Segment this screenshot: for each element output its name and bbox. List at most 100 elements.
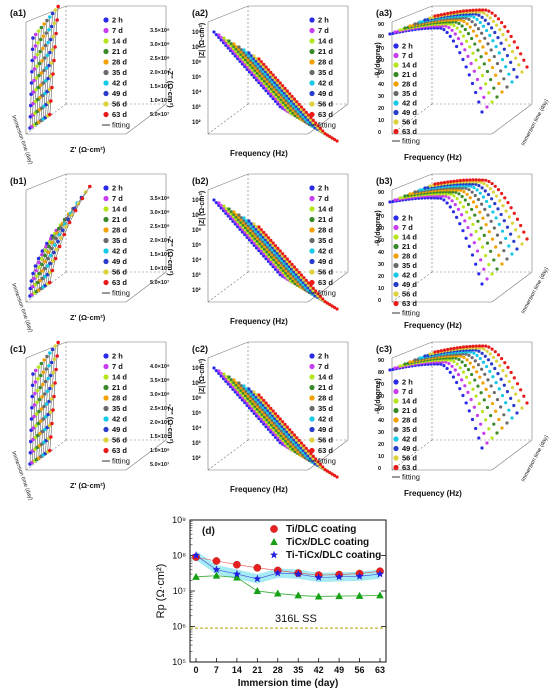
data-point xyxy=(254,61,258,65)
data-point xyxy=(279,98,283,102)
data-point xyxy=(280,88,284,92)
data-point xyxy=(462,190,466,194)
data-point xyxy=(231,387,235,391)
data-point xyxy=(335,139,339,143)
data-point xyxy=(212,557,221,565)
data-point xyxy=(490,181,494,186)
data-point xyxy=(295,100,299,104)
data-point xyxy=(272,258,276,262)
data-point xyxy=(303,453,308,457)
legend-label: Ti-TiCx/DLC coating xyxy=(286,550,381,561)
data-point xyxy=(474,8,478,12)
legend-marker xyxy=(309,248,315,254)
data-point xyxy=(273,78,277,82)
data-point xyxy=(460,194,464,199)
data-point xyxy=(439,13,443,17)
data-point xyxy=(298,453,302,457)
data-point xyxy=(289,269,293,273)
data-point xyxy=(277,431,281,435)
data-point xyxy=(299,112,303,116)
data-point xyxy=(505,257,509,261)
data-point xyxy=(458,9,462,14)
data-point xyxy=(212,571,221,579)
data-point xyxy=(221,41,226,45)
y-tick-label: 0 xyxy=(378,298,381,304)
data-point xyxy=(476,363,481,367)
data-point xyxy=(227,375,231,379)
data-point xyxy=(279,434,283,438)
legend-marker xyxy=(393,300,399,307)
data-point xyxy=(257,59,261,63)
axis-frame-depth-hidden xyxy=(391,271,433,303)
data-point xyxy=(219,372,223,376)
z-tick-label: 1.5×10⁸ xyxy=(150,434,170,440)
data-point xyxy=(241,396,245,400)
series-1 xyxy=(192,571,384,600)
data-point xyxy=(50,347,55,352)
legend-marker xyxy=(393,119,399,125)
legend-label: 21 d xyxy=(402,406,417,415)
data-point xyxy=(238,225,242,229)
data-point xyxy=(237,381,241,385)
data-point xyxy=(241,228,245,232)
data-point xyxy=(283,257,287,261)
panel-label: (c3) xyxy=(376,344,392,354)
data-point xyxy=(256,66,260,70)
y-axis-label: -θ (degree) xyxy=(375,378,382,414)
data-point xyxy=(480,15,484,19)
y-axis-label: -Z'' (Ω·cm²) xyxy=(166,404,175,444)
legend-marker xyxy=(309,395,315,401)
data-point xyxy=(254,395,258,399)
data-point xyxy=(246,60,250,64)
data-point xyxy=(497,51,501,55)
legend-fit-label: fitting xyxy=(112,457,130,466)
data-point xyxy=(55,18,59,22)
data-point xyxy=(234,383,238,387)
legend-marker xyxy=(393,445,399,452)
data-point xyxy=(265,415,269,419)
data-point xyxy=(306,118,310,122)
data-point xyxy=(499,41,503,45)
data-point xyxy=(229,42,233,46)
legend-marker xyxy=(309,437,315,443)
data-point xyxy=(243,396,247,400)
data-point xyxy=(217,201,221,205)
data-point xyxy=(278,86,282,90)
data-point xyxy=(44,31,49,35)
data-point xyxy=(258,407,262,411)
data-point xyxy=(281,441,285,445)
data-point xyxy=(472,351,476,355)
data-point xyxy=(46,76,50,81)
data-point xyxy=(234,47,238,51)
data-point xyxy=(318,126,323,130)
data-point xyxy=(269,423,274,427)
legend-marker xyxy=(309,38,315,44)
data-point xyxy=(468,178,472,182)
data-point xyxy=(33,99,38,104)
data-point xyxy=(313,294,317,298)
legend-marker xyxy=(103,101,109,107)
data-point xyxy=(285,89,289,93)
data-point xyxy=(500,191,504,196)
legend-label: 35 d xyxy=(318,68,333,77)
data-point xyxy=(287,101,291,105)
data-point xyxy=(241,53,246,57)
data-point xyxy=(43,274,47,279)
data-point xyxy=(34,274,39,278)
data-point xyxy=(260,415,264,419)
data-point xyxy=(267,250,272,254)
data-point xyxy=(256,62,261,66)
data-point xyxy=(335,592,343,600)
x-tick-label: 56 xyxy=(355,665,365,675)
data-point xyxy=(279,100,283,104)
data-point xyxy=(318,462,323,466)
data-point xyxy=(285,427,289,431)
data-point xyxy=(49,99,53,103)
data-point xyxy=(285,257,289,261)
legend-fit-label: fitting xyxy=(402,137,420,146)
legend-label: 49 d xyxy=(112,257,127,266)
legend-marker xyxy=(309,405,315,412)
legend-marker xyxy=(393,90,399,97)
data-point xyxy=(267,257,271,261)
data-point xyxy=(286,276,290,280)
